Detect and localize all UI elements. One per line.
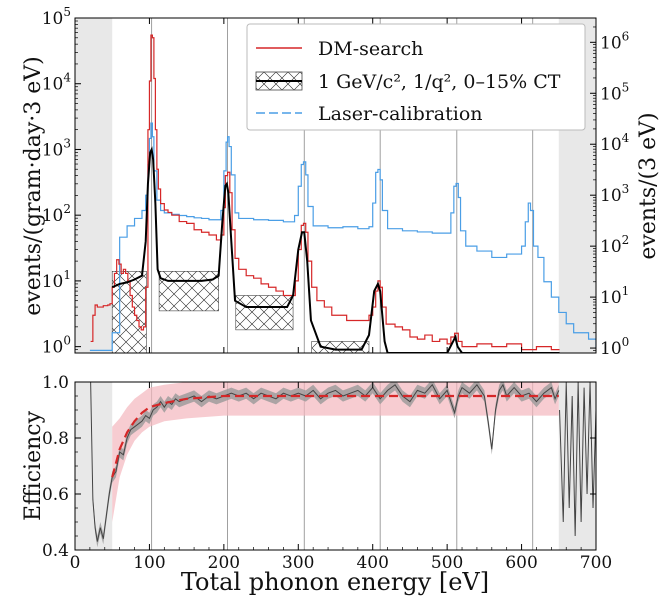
legend: DM-search 1 GeV/c², 1/q², 0–15% CT Laser… (246, 23, 586, 131)
legend-label-signal-model: 1 GeV/c², 1/q², 0–15% CT (318, 71, 561, 93)
signal-band-segment-1 (158, 270, 219, 312)
legend-frame (246, 23, 586, 131)
efficiency-x-tick-label-4: 400 (356, 553, 388, 573)
dm-search-series (90, 34, 560, 351)
efficiency-x-tick-label-0: 0 (70, 553, 81, 573)
laser-calibration-series (89, 122, 596, 351)
efficiency-measured-series (90, 382, 560, 542)
legend-label-laser-calibration: Laser-calibration (318, 103, 483, 125)
left-tick-label-2: 102 (42, 202, 71, 226)
top-panel-frame (74, 17, 597, 354)
efficiency-y-tick-label-2: 0.8 (42, 429, 69, 449)
right-tick-label-1: 101 (600, 284, 629, 308)
right-tick-label-0: 100 (600, 335, 629, 359)
left-tick-label-5: 105 (42, 5, 71, 29)
signal-band-segment-3 (311, 341, 370, 353)
left-tick-label-4: 104 (42, 71, 72, 95)
efficiency-x-tick-label-5: 500 (431, 553, 463, 573)
efficiency-fit-band (112, 382, 559, 522)
y-axis-label-left: events/(gram·day·3 eV) (21, 56, 46, 315)
right-tick-label-5: 105 (600, 80, 629, 104)
right-tick-label-3: 103 (600, 182, 629, 206)
efficiency-y-tick-label-3: 1.0 (42, 373, 69, 393)
y-axis-label-efficiency: Efficiency (21, 410, 46, 521)
top-panel: 100 101 102 103 104 105 100 101 102 103 104 105 106… (21, 5, 661, 359)
bottom-panel: 0.4 0.6 0.8 1.0 0 100 200 300 400 500 600 700 Effi… (21, 373, 612, 596)
y-axis-label-right: events/(3 eV) (636, 112, 661, 259)
efficiency-y-tick-label-1: 0.6 (42, 485, 69, 505)
signal-band-segment-2 (235, 295, 294, 331)
bottom-shaded-region-0 (75, 382, 113, 550)
signal-model-series (111, 146, 560, 353)
efficiency-x-tick-label-2: 200 (208, 553, 240, 573)
efficiency-x-tick-label-7: 700 (580, 553, 612, 573)
right-tick-label-2: 102 (600, 233, 629, 257)
left-tick-label-3: 103 (42, 136, 71, 160)
efficiency-fit-series (111, 394, 559, 478)
top-shaded-region-0 (75, 18, 113, 353)
left-tick-label-0: 100 (42, 334, 71, 358)
efficiency-x-tick-label-6: 600 (505, 553, 537, 573)
right-tick-label-6: 106 (600, 29, 629, 53)
efficiency-y-tick-label-0: 0.4 (42, 541, 69, 561)
legend-label-dm-search: DM-search (318, 38, 423, 60)
x-axis-label: Total phonon energy [eV] (181, 568, 489, 596)
efficiency-x-tick-label-1: 100 (133, 553, 165, 573)
right-tick-label-4: 104 (600, 131, 630, 155)
signal-band-segment-0 (111, 270, 147, 353)
left-tick-label-1: 101 (42, 268, 71, 292)
efficiency-x-tick-label-3: 300 (282, 553, 314, 573)
